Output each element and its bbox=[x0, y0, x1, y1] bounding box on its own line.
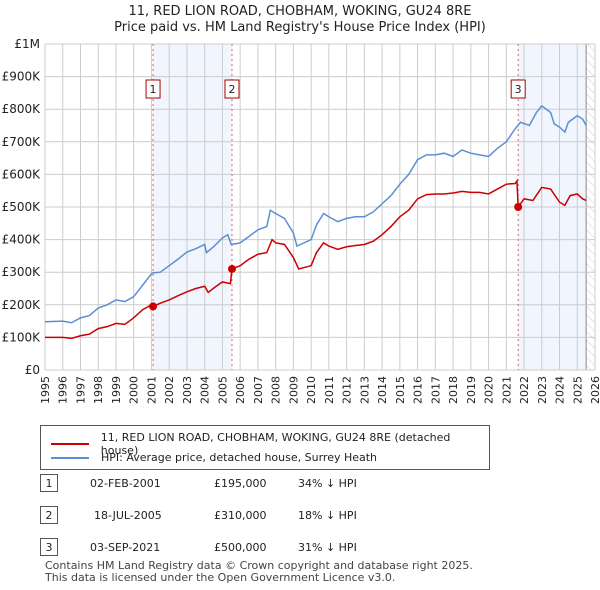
x-tick-label: 1999 bbox=[110, 376, 123, 404]
x-tick-label: 2013 bbox=[358, 376, 371, 404]
x-tick-label: 1995 bbox=[39, 376, 52, 404]
sale-marker bbox=[228, 264, 236, 273]
x-tick-label: 2011 bbox=[323, 376, 336, 404]
x-tick-label: 2024 bbox=[554, 376, 567, 404]
x-tick-label: 2018 bbox=[447, 376, 460, 404]
x-tick-label: 1998 bbox=[92, 376, 105, 404]
sale-label: 3 bbox=[515, 83, 522, 96]
y-tick-label: £700K bbox=[2, 135, 42, 149]
transaction-row: 2 18-JUL-2005 £310,000 18% ↓ HPI bbox=[40, 506, 540, 526]
y-tick-label: £0 bbox=[25, 363, 40, 377]
sale-label: 1 bbox=[150, 83, 157, 96]
transaction-date: 02-FEB-2001 bbox=[90, 477, 161, 490]
x-tick-label: 2007 bbox=[252, 376, 265, 404]
transaction-price: £195,000 bbox=[214, 477, 267, 490]
transaction-hpi-diff: 34% ↓ HPI bbox=[298, 477, 357, 490]
x-tick-label: 2025 bbox=[571, 376, 584, 404]
transaction-number: 3 bbox=[40, 538, 58, 556]
transaction-row: 3 03-SEP-2021 £500,000 31% ↓ HPI bbox=[40, 538, 540, 558]
x-tick-label: 2022 bbox=[518, 376, 531, 404]
legend-item-property: 11, RED LION ROAD, CHOBHAM, WOKING, GU24… bbox=[51, 431, 489, 457]
transaction-number: 2 bbox=[40, 506, 58, 524]
y-tick-label: £800K bbox=[2, 102, 42, 116]
y-tick-label: £400K bbox=[2, 233, 42, 247]
legend-swatch-blue bbox=[51, 456, 89, 459]
sale-label: 2 bbox=[229, 83, 236, 96]
transaction-row: 1 02-FEB-2001 £195,000 34% ↓ HPI bbox=[40, 474, 540, 494]
x-tick-label: 2014 bbox=[376, 376, 389, 404]
y-tick-label: £1M bbox=[14, 37, 40, 51]
x-tick-label: 1996 bbox=[57, 376, 70, 404]
legend-label: HPI: Average price, detached house, Surr… bbox=[101, 451, 378, 464]
x-tick-label: 2016 bbox=[412, 376, 425, 404]
sale-label-box bbox=[224, 79, 240, 99]
x-tick-label: 2023 bbox=[536, 376, 549, 404]
price-chart: 1995 1996 1997 1998 1999 2000 2001 2002 2003 2004… bbox=[2, 37, 600, 404]
x-tick-label: 2026 bbox=[589, 376, 600, 404]
x-tick-label: 2017 bbox=[429, 376, 442, 404]
y-tick-label: £600K bbox=[2, 167, 42, 181]
legend-label: 11, RED LION ROAD, CHOBHAM, WOKING, GU24… bbox=[100, 431, 451, 457]
y-tick-label: £500K bbox=[2, 200, 42, 214]
y-tick-label: £900K bbox=[2, 70, 42, 84]
legend-swatch-red bbox=[51, 443, 89, 445]
x-tick-label: 2021 bbox=[500, 376, 513, 404]
footer-copyright: Contains HM Land Registry data © Crown c… bbox=[45, 559, 473, 572]
x-tick-label: 2003 bbox=[181, 376, 194, 404]
legend: 11, RED LION ROAD, CHOBHAM, WOKING, GU24… bbox=[40, 425, 490, 470]
x-tick-label: 2004 bbox=[199, 376, 212, 404]
x-tick-label: 2020 bbox=[483, 376, 496, 404]
x-tick-label: 2019 bbox=[465, 376, 478, 404]
y-tick-label: £300K bbox=[2, 265, 42, 279]
sale-label-box bbox=[145, 79, 161, 99]
x-tick-label: 2009 bbox=[287, 376, 300, 404]
transaction-date: 03-SEP-2021 bbox=[90, 541, 161, 554]
x-tick-label: 2010 bbox=[305, 376, 318, 404]
legend-item-hpi: HPI: Average price, detached house, Surr… bbox=[51, 451, 377, 464]
x-tick-label: 2002 bbox=[163, 376, 176, 404]
x-tick-label: 1997 bbox=[74, 376, 87, 404]
sale-marker bbox=[149, 302, 158, 311]
transaction-hpi-diff: 18% ↓ HPI bbox=[298, 509, 357, 522]
y-tick-label: £200K bbox=[2, 298, 42, 312]
x-tick-label: 2001 bbox=[145, 376, 158, 404]
transaction-number: 1 bbox=[40, 474, 58, 492]
y-tick-label: £100K bbox=[2, 330, 42, 344]
transaction-price: £310,000 bbox=[214, 509, 267, 522]
x-tick-label: 2006 bbox=[234, 376, 247, 404]
x-tick-label: 2008 bbox=[270, 376, 283, 404]
x-tick-label: 2012 bbox=[341, 376, 354, 404]
footer-licence: This data is licensed under the Open Gov… bbox=[45, 571, 396, 584]
series-line bbox=[44, 104, 587, 324]
x-tick-label: 2015 bbox=[394, 376, 407, 404]
transaction-price: £500,000 bbox=[214, 541, 267, 554]
sale-marker bbox=[514, 203, 523, 211]
x-tick-label: 2005 bbox=[216, 376, 229, 404]
x-tick-label: 2000 bbox=[128, 376, 141, 404]
chart-subtitle: Price paid vs. HM Land Registry's House … bbox=[114, 20, 486, 35]
transaction-hpi-diff: 31% ↓ HPI bbox=[298, 541, 357, 554]
chart-title: 11, RED LION ROAD, CHOBHAM, WOKING, GU24… bbox=[128, 4, 472, 19]
series-line bbox=[45, 178, 587, 340]
sale-label-box bbox=[510, 79, 526, 99]
transaction-date: 18-JUL-2005 bbox=[94, 509, 162, 522]
